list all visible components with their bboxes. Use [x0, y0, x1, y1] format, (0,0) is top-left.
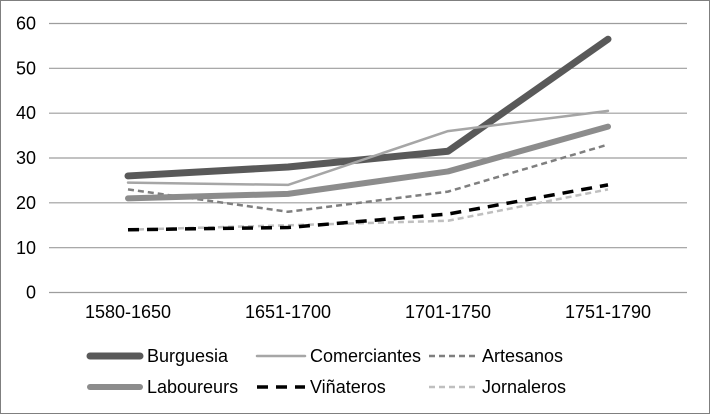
y-axis-tick-label: 40: [16, 103, 36, 123]
legend-swatch-jornaleros-line: [429, 385, 477, 389]
x-axis-tick-label: 1751-1790: [565, 302, 651, 322]
y-axis-tick-label: 10: [16, 238, 36, 258]
y-axis-tick-label: 0: [26, 283, 36, 303]
legend-label: Laboureurs: [147, 376, 239, 397]
series-line-comerciantes: [126, 109, 610, 187]
legend-item-jornaleros: Jornaleros: [427, 377, 566, 397]
y-axis-tick-label: 50: [16, 59, 36, 79]
legend-label: Burguesia: [147, 345, 229, 366]
y-axis-tick-label: 20: [16, 193, 36, 213]
series-line-burguesia: [124, 35, 612, 180]
legend-swatch-comerciantes-line: [255, 354, 307, 358]
legend-swatch-burguesia-line: [86, 352, 144, 360]
legend-label: Artesanos: [482, 345, 564, 366]
series-line-viñateros: [127, 183, 609, 232]
legend-item-artesanos: Artesanos: [427, 346, 563, 366]
legend-item-laboureurs: Laboureurs: [86, 377, 238, 397]
legend-label: Viñateros: [310, 376, 386, 397]
x-axis: 1580-1650 1651-1700 1701-1750 1751-1790: [85, 302, 651, 322]
legend-item-burguesia: Burguesia: [86, 346, 228, 366]
x-axis-tick-label: 1701-1750: [405, 302, 491, 322]
legend-item-comerciantes: Comerciantes: [255, 346, 421, 366]
legend-label: Comerciantes: [310, 345, 422, 366]
legend-swatch-vinateros-line: [257, 385, 305, 389]
y-axis-tick-label: 60: [16, 14, 36, 34]
series-lines-layer: [124, 35, 612, 232]
legend-label: Jornaleros: [482, 376, 567, 397]
legend-item-vinateros: Viñateros: [255, 377, 386, 397]
legend-swatch-laboureurs-line: [87, 384, 143, 390]
x-axis-tick-label: 1651-1700: [245, 302, 331, 322]
legend-swatch-artesanos-line: [429, 354, 477, 358]
series-line-laboureurs: [125, 123, 611, 202]
y-axis-tick-label: 30: [16, 148, 36, 168]
y-axis: 60 50 40 30 20 10 0: [16, 14, 36, 303]
series-line-artesanos: [127, 143, 609, 214]
x-axis-tick-label: 1580-1650: [85, 302, 171, 322]
